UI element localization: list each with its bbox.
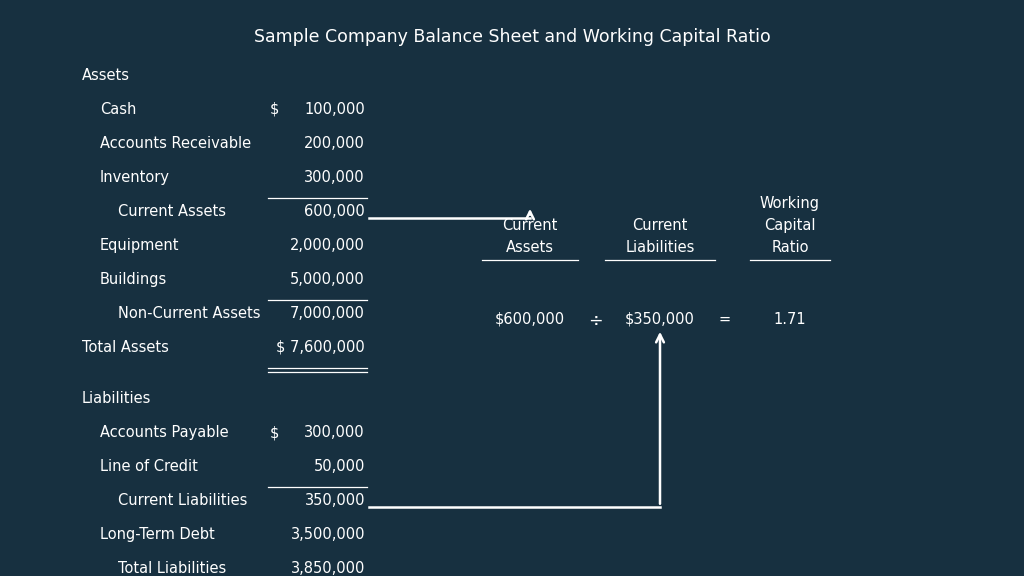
Text: 50,000: 50,000 bbox=[313, 459, 365, 474]
Text: Ratio: Ratio bbox=[771, 240, 809, 255]
Text: Buildings: Buildings bbox=[100, 272, 167, 287]
Text: Liabilities: Liabilities bbox=[82, 391, 152, 406]
Text: Accounts Receivable: Accounts Receivable bbox=[100, 136, 251, 151]
Text: 3,500,000: 3,500,000 bbox=[291, 527, 365, 542]
Text: Equipment: Equipment bbox=[100, 238, 179, 253]
Text: 300,000: 300,000 bbox=[304, 425, 365, 440]
Text: Accounts Payable: Accounts Payable bbox=[100, 425, 228, 440]
Text: Liabilities: Liabilities bbox=[626, 240, 694, 255]
Text: 7,000,000: 7,000,000 bbox=[290, 306, 365, 321]
Text: Current: Current bbox=[503, 218, 558, 233]
Text: 300,000: 300,000 bbox=[304, 170, 365, 185]
Text: Long-Term Debt: Long-Term Debt bbox=[100, 527, 215, 542]
Text: Current Assets: Current Assets bbox=[118, 204, 226, 219]
Text: 3,850,000: 3,850,000 bbox=[291, 561, 365, 576]
Text: 600,000: 600,000 bbox=[304, 204, 365, 219]
Text: Line of Credit: Line of Credit bbox=[100, 459, 198, 474]
Text: 100,000: 100,000 bbox=[304, 102, 365, 117]
Text: Total Assets: Total Assets bbox=[82, 340, 169, 355]
Text: =: = bbox=[719, 312, 731, 327]
Text: Working: Working bbox=[760, 196, 820, 211]
Text: ÷: ÷ bbox=[588, 312, 602, 330]
Text: 200,000: 200,000 bbox=[304, 136, 365, 151]
Text: Total Liabilities: Total Liabilities bbox=[118, 561, 226, 576]
Text: $: $ bbox=[270, 102, 280, 117]
Text: $: $ bbox=[270, 425, 280, 440]
Text: Assets: Assets bbox=[506, 240, 554, 255]
Text: $ 7,600,000: $ 7,600,000 bbox=[276, 340, 365, 355]
Text: 2,000,000: 2,000,000 bbox=[290, 238, 365, 253]
Text: Current: Current bbox=[632, 218, 688, 233]
Text: Current Liabilities: Current Liabilities bbox=[118, 493, 248, 508]
Text: 1.71: 1.71 bbox=[774, 312, 806, 327]
Text: $600,000: $600,000 bbox=[495, 312, 565, 327]
Text: Assets: Assets bbox=[82, 68, 130, 83]
Text: Cash: Cash bbox=[100, 102, 136, 117]
Text: Sample Company Balance Sheet and Working Capital Ratio: Sample Company Balance Sheet and Working… bbox=[254, 28, 770, 46]
Text: 5,000,000: 5,000,000 bbox=[290, 272, 365, 287]
Text: Inventory: Inventory bbox=[100, 170, 170, 185]
Text: Non-Current Assets: Non-Current Assets bbox=[118, 306, 260, 321]
Text: $350,000: $350,000 bbox=[625, 312, 695, 327]
Text: 350,000: 350,000 bbox=[304, 493, 365, 508]
Text: Capital: Capital bbox=[764, 218, 816, 233]
